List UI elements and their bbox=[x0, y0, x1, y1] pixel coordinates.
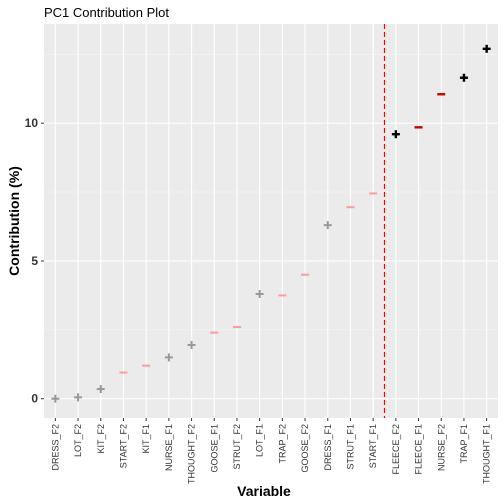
x-tick-label: TRAP_F2 bbox=[277, 424, 287, 464]
y-tick-label: 0 bbox=[31, 392, 38, 406]
y-axis-title: Contribution (%) bbox=[6, 166, 22, 276]
chart-title: PC1 Contribution Plot bbox=[44, 5, 169, 20]
plot-panel bbox=[44, 24, 498, 418]
data-point-nurse_f1 bbox=[164, 353, 173, 362]
x-tick-label: TRAP_F1 bbox=[459, 424, 469, 464]
x-tick-label: KIT_F2 bbox=[96, 424, 106, 454]
x-tick-label: FLEECE_F2 bbox=[391, 424, 401, 475]
x-tick-label: DRESS_F2 bbox=[50, 424, 60, 471]
y-axis: 0 5 10 bbox=[25, 116, 44, 406]
x-tick-label: STRUT_F2 bbox=[232, 424, 242, 470]
x-tick-label: GOOSE_F1 bbox=[209, 424, 219, 473]
data-point-thought_f2 bbox=[187, 340, 196, 349]
data-point-lot_f1 bbox=[255, 290, 264, 299]
x-tick-label: THOUGHT_F1 bbox=[482, 424, 492, 484]
x-tick-label: NURSE_F1 bbox=[164, 424, 174, 471]
x-tick-label: START_F1 bbox=[368, 424, 378, 468]
x-tick-label: DRESS_F1 bbox=[323, 424, 333, 471]
data-points bbox=[51, 44, 491, 403]
data-point-thought_f1 bbox=[482, 44, 491, 53]
data-point-dress_f2 bbox=[51, 394, 60, 403]
gridlines bbox=[44, 24, 498, 418]
x-tick-label: GOOSE_F2 bbox=[300, 424, 310, 473]
data-point-dress_f1 bbox=[323, 221, 332, 230]
y-tick-label: 5 bbox=[31, 254, 38, 268]
data-point-lot_f2 bbox=[74, 393, 83, 402]
x-axis: DRESS_F2 LOT_F2 KIT_F2 START_F2 KIT_F1 NURSE_… bbox=[50, 418, 492, 484]
x-tick-label: NURSE_F2 bbox=[436, 424, 446, 471]
x-tick-label: STRUT_F1 bbox=[345, 424, 355, 470]
x-tick-label: THOUGHT_F2 bbox=[187, 424, 197, 484]
x-tick-label: KIT_F1 bbox=[141, 424, 151, 454]
x-tick-label: LOT_F2 bbox=[73, 424, 83, 457]
y-tick-label: 10 bbox=[25, 116, 39, 130]
x-tick-label: START_F2 bbox=[118, 424, 128, 468]
x-tick-label: LOT_F1 bbox=[255, 424, 265, 457]
data-point-trap_f1 bbox=[459, 73, 468, 82]
data-point-kit_f2 bbox=[96, 385, 105, 394]
x-axis-title: Variable bbox=[237, 483, 291, 499]
data-point-fleece_f2 bbox=[391, 130, 400, 139]
x-tick-label: FLEECE_F1 bbox=[414, 424, 424, 475]
